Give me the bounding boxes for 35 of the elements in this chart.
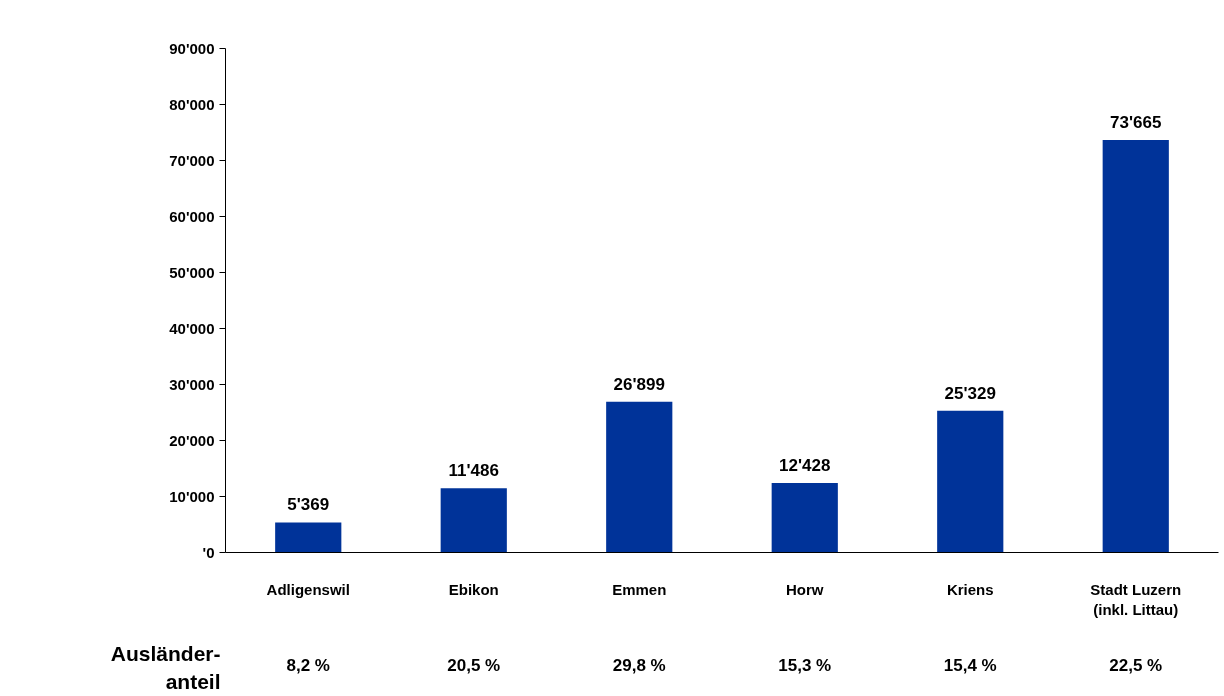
- y-tick-label: 90'000: [169, 40, 215, 57]
- bar: [1102, 139, 1169, 553]
- x-tick-label: Kriens: [946, 580, 994, 598]
- y-tick-label: 30'000: [169, 376, 215, 393]
- x-tick-label: Adligenswil: [266, 580, 350, 598]
- data-label: 26'899: [613, 374, 665, 394]
- y-tick-label: 80'000: [169, 96, 215, 113]
- text: 15,3 %: [778, 656, 832, 675]
- text: 15,4 %: [943, 656, 997, 675]
- text: 20,5 %: [447, 656, 501, 675]
- data-label: 25'329: [944, 383, 996, 403]
- bar: [771, 482, 838, 553]
- x-tick-label: Emmen: [612, 580, 667, 598]
- y-tick-label: '0: [202, 544, 215, 561]
- y-tick-label: 40'000: [169, 320, 215, 337]
- data-label: 11'486: [448, 461, 499, 481]
- x-tick-label: Stadt Luzern (inkl. Littau): [1090, 580, 1182, 618]
- data-label: 73'665: [1110, 112, 1162, 132]
- text: 8,2 %: [286, 656, 330, 675]
- text: 22,5 %: [1109, 656, 1163, 675]
- bar: [440, 488, 507, 553]
- y-tick-label: 10'000: [169, 488, 215, 505]
- x-tick-label: Horw: [786, 580, 824, 598]
- data-label: 12'428: [779, 455, 831, 475]
- y-tick-label: 60'000: [169, 208, 215, 225]
- bar: [275, 522, 342, 553]
- text: 29,8 %: [612, 656, 666, 675]
- bar: [937, 410, 1004, 553]
- text: Ausländer- anteil: [110, 642, 221, 693]
- y-tick-label: 70'000: [169, 152, 215, 169]
- data-label: 5'369: [287, 495, 330, 515]
- y-tick-label: 20'000: [169, 432, 215, 449]
- x-tick-label: Ebikon: [448, 580, 499, 598]
- y-tick-label: 50'000: [169, 264, 215, 281]
- bar: [606, 401, 673, 553]
